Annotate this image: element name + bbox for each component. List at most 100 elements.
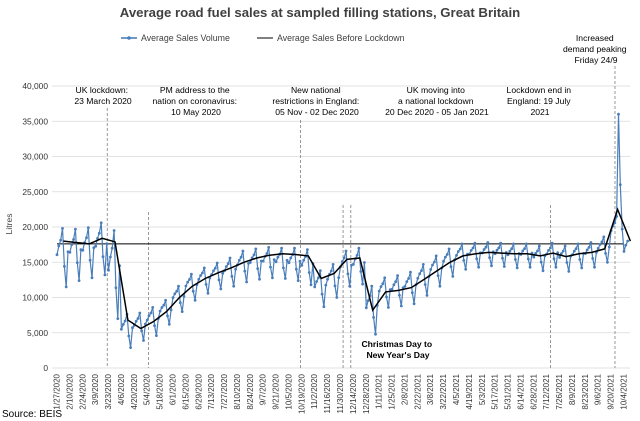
x-tick-label: 2/8/2021: [400, 373, 409, 405]
data-point: [153, 324, 157, 328]
data-point: [191, 289, 195, 293]
data-point: [429, 268, 433, 271]
x-tick-label: 1/11/2021: [375, 373, 384, 409]
data-point: [552, 257, 556, 261]
data-point: [105, 242, 109, 246]
x-tick-label: 3/22/2021: [439, 373, 448, 409]
data-point: [228, 256, 232, 260]
data-point: [230, 275, 234, 278]
data-point: [245, 280, 249, 284]
data-point: [624, 243, 628, 247]
data-point: [309, 283, 313, 287]
x-tick-label: 11/16/2020: [323, 373, 332, 413]
data-point: [55, 253, 59, 257]
data-point: [173, 292, 177, 296]
data-point: [495, 248, 499, 252]
data-point: [302, 258, 306, 262]
x-tick-label: 1/25/2021: [388, 373, 397, 409]
data-point: [215, 261, 219, 265]
data-point: [258, 277, 261, 281]
data-point: [578, 258, 582, 261]
data-point: [385, 295, 388, 299]
data-point: [431, 263, 434, 267]
x-tick-label: 8/9/2021: [568, 373, 577, 405]
data-point: [374, 332, 377, 336]
data-point: [473, 241, 477, 245]
x-tick-label: 1/27/2020: [53, 373, 62, 409]
annotation-uk-lockdown-l2: 23 March 2020: [74, 96, 132, 106]
data-point: [387, 306, 390, 309]
data-point: [74, 227, 77, 231]
data-point: [409, 270, 412, 274]
data-point: [589, 241, 593, 244]
y-tick-label: 15,000: [22, 257, 48, 267]
data-point: [313, 285, 317, 289]
data-point: [617, 112, 620, 116]
data-point: [357, 246, 361, 250]
data-point: [129, 346, 133, 349]
data-point: [77, 279, 81, 282]
data-point: [274, 260, 278, 264]
data-point: [99, 221, 103, 225]
data-point: [94, 244, 98, 248]
data-point: [81, 248, 85, 252]
data-point: [182, 295, 186, 298]
data-point: [272, 258, 276, 261]
data-point: [421, 263, 425, 266]
x-tick-label: 4/5/2021: [452, 373, 461, 405]
x-tick-label: 7/27/2020: [220, 373, 229, 409]
data-point: [307, 271, 311, 274]
x-tick-label: 6/29/2020: [194, 373, 203, 409]
data-point: [164, 298, 168, 302]
data-point: [449, 265, 453, 269]
x-tick-label: 3/23/2020: [104, 373, 113, 409]
data-point: [464, 267, 468, 271]
x-tick-label: 9/7/2020: [259, 373, 268, 405]
annotation-pm-address-l2: nation on coronavirus:: [153, 96, 238, 106]
data-point: [169, 308, 173, 312]
data-point: [596, 246, 600, 250]
data-point: [204, 283, 208, 286]
data-point: [109, 255, 112, 259]
x-tick-label: 8/10/2020: [233, 373, 242, 409]
data-point: [499, 241, 503, 245]
data-point: [331, 263, 335, 266]
annotation-national-lockdown-l1: UK moving into: [407, 85, 465, 95]
annotation-christmas: Christmas Day to New Year's Day: [361, 339, 434, 360]
data-point: [620, 227, 624, 231]
data-point: [416, 276, 420, 280]
data-point: [536, 249, 539, 253]
y-tick-label: 10,000: [22, 293, 48, 303]
data-point: [326, 277, 329, 281]
data-point: [280, 246, 283, 250]
annotation-national-restrictions: New national restrictions in England: 05…: [272, 85, 361, 117]
data-point: [539, 260, 543, 264]
x-tick-label: 6/15/2020: [181, 373, 190, 409]
data-point: [425, 294, 429, 297]
data-point: [606, 260, 609, 264]
data-point: [261, 259, 265, 263]
x-tick-label: 5/3/2021: [478, 373, 487, 405]
data-point: [324, 283, 328, 287]
x-tick-label: 5/31/2021: [504, 373, 513, 409]
data-point: [322, 305, 326, 309]
data-point: [418, 272, 422, 276]
data-point: [116, 317, 120, 320]
data-point: [276, 255, 280, 259]
x-tick-label: 4/20/2020: [130, 373, 139, 409]
data-point: [296, 279, 300, 282]
data-point: [364, 306, 368, 310]
data-point: [107, 268, 110, 272]
annotation-national-lockdown: UK moving into a national lockdown 20 De…: [385, 85, 489, 117]
data-point: [293, 246, 296, 250]
data-point: [593, 265, 596, 269]
data-point: [525, 242, 528, 246]
data-point: [523, 247, 526, 251]
annotation-pm-address-l3: 10 May 2020: [171, 107, 221, 117]
x-tick-label: 10/4/2021: [620, 373, 629, 409]
data-point: [186, 280, 190, 284]
data-point: [455, 253, 458, 257]
data-point: [438, 284, 442, 288]
data-point: [490, 264, 493, 268]
